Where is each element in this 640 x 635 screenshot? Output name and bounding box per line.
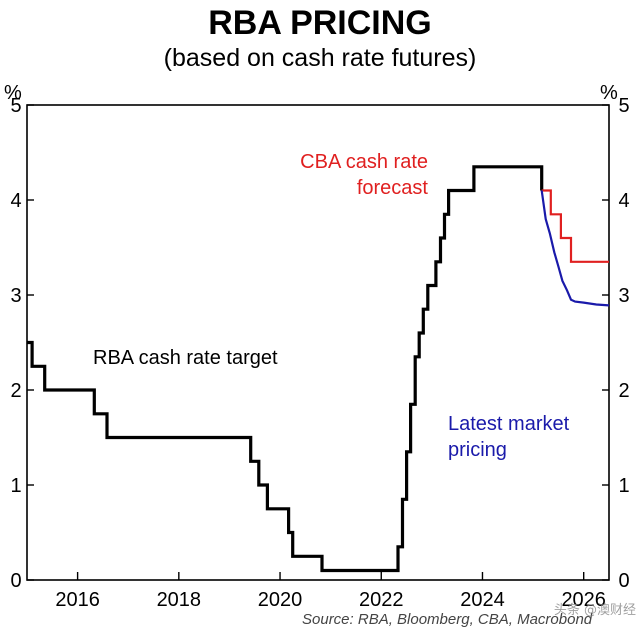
x-tick-label: 2024: [460, 589, 505, 611]
watermark: 头条 @澳财经: [554, 602, 636, 618]
y-tick-label-left: 3: [10, 285, 21, 307]
y-tick-label-left: 4: [10, 190, 21, 212]
y-tick-label-right: 1: [618, 475, 629, 497]
series-cba-forecast: [541, 189, 609, 263]
series-rba-cash-rate-target: [27, 165, 544, 573]
y-tick-label-right: 3: [618, 285, 629, 307]
annotation-cba-forecast-line2: forecast: [357, 177, 429, 199]
y-tick-label-left: 2: [10, 380, 21, 402]
y-tick-label-right: 4: [618, 190, 629, 212]
annotation-market-pricing-line2: pricing: [448, 439, 507, 461]
annotation-rba-cash-rate-target: RBA cash rate target: [93, 347, 278, 369]
x-tick-label: 2022: [359, 589, 404, 611]
y-axis-unit-right: %: [600, 82, 618, 104]
y-tick-label-right: 0: [618, 570, 629, 592]
plot-frame: [26, 104, 610, 581]
chart-subtitle: (based on cash rate futures): [163, 44, 477, 72]
annotation-market-pricing-line1: Latest market: [448, 413, 570, 435]
y-tick-label-right: 2: [618, 380, 629, 402]
y-tick-label-left: 5: [10, 95, 21, 117]
y-axis-unit-left: %: [4, 82, 22, 104]
series-market-pricing: [540, 190, 610, 307]
x-tick-label: 2020: [258, 589, 303, 611]
annotation-cba-forecast-line1: CBA cash rate: [300, 151, 428, 173]
x-tick-label: 2016: [55, 589, 100, 611]
y-tick-label-left: 0: [10, 570, 21, 592]
x-tick-label: 2026: [561, 589, 606, 611]
y-tick-label-left: 1: [10, 475, 21, 497]
chart-title: RBA PRICING: [208, 4, 432, 42]
y-tick-label-right: 5: [618, 95, 629, 117]
x-tick-label: 2018: [157, 589, 202, 611]
source-note: Source: RBA, Bloomberg, CBA, Macrobond: [302, 611, 593, 628]
